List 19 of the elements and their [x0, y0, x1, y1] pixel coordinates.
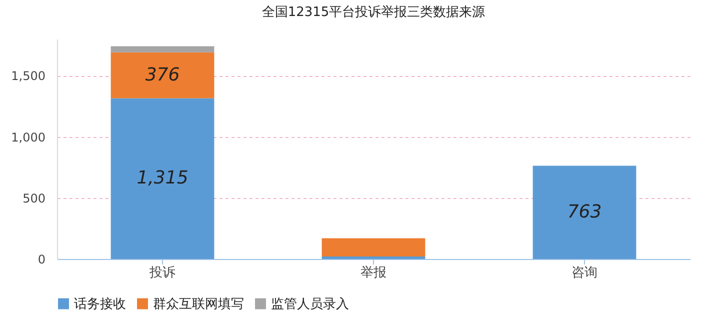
data-label: 763	[567, 201, 602, 222]
legend-label: 群众互联网填写	[153, 296, 244, 312]
bar	[110, 98, 214, 259]
x-tick-label: 投诉	[148, 266, 176, 280]
data-label: 1,315	[136, 168, 188, 189]
x-tick-label: 举报	[360, 266, 386, 280]
y-tick-label: 0	[38, 252, 46, 266]
y-tick-label: 1,000	[11, 130, 46, 144]
bar	[322, 238, 426, 257]
x-tick-label: 咨询	[572, 266, 598, 280]
data-label: 376	[145, 64, 180, 86]
bar	[532, 166, 636, 259]
y-tick-label: 1,500	[11, 69, 46, 84]
y-tick-label: 500	[22, 191, 46, 206]
legend-label: 监管人员录入	[271, 296, 349, 312]
chart-title: 全国12315平台投诉举报三类数据来源	[262, 5, 486, 20]
bar	[110, 46, 214, 52]
legend-label: 话务接收	[74, 296, 126, 312]
bar	[110, 52, 214, 98]
